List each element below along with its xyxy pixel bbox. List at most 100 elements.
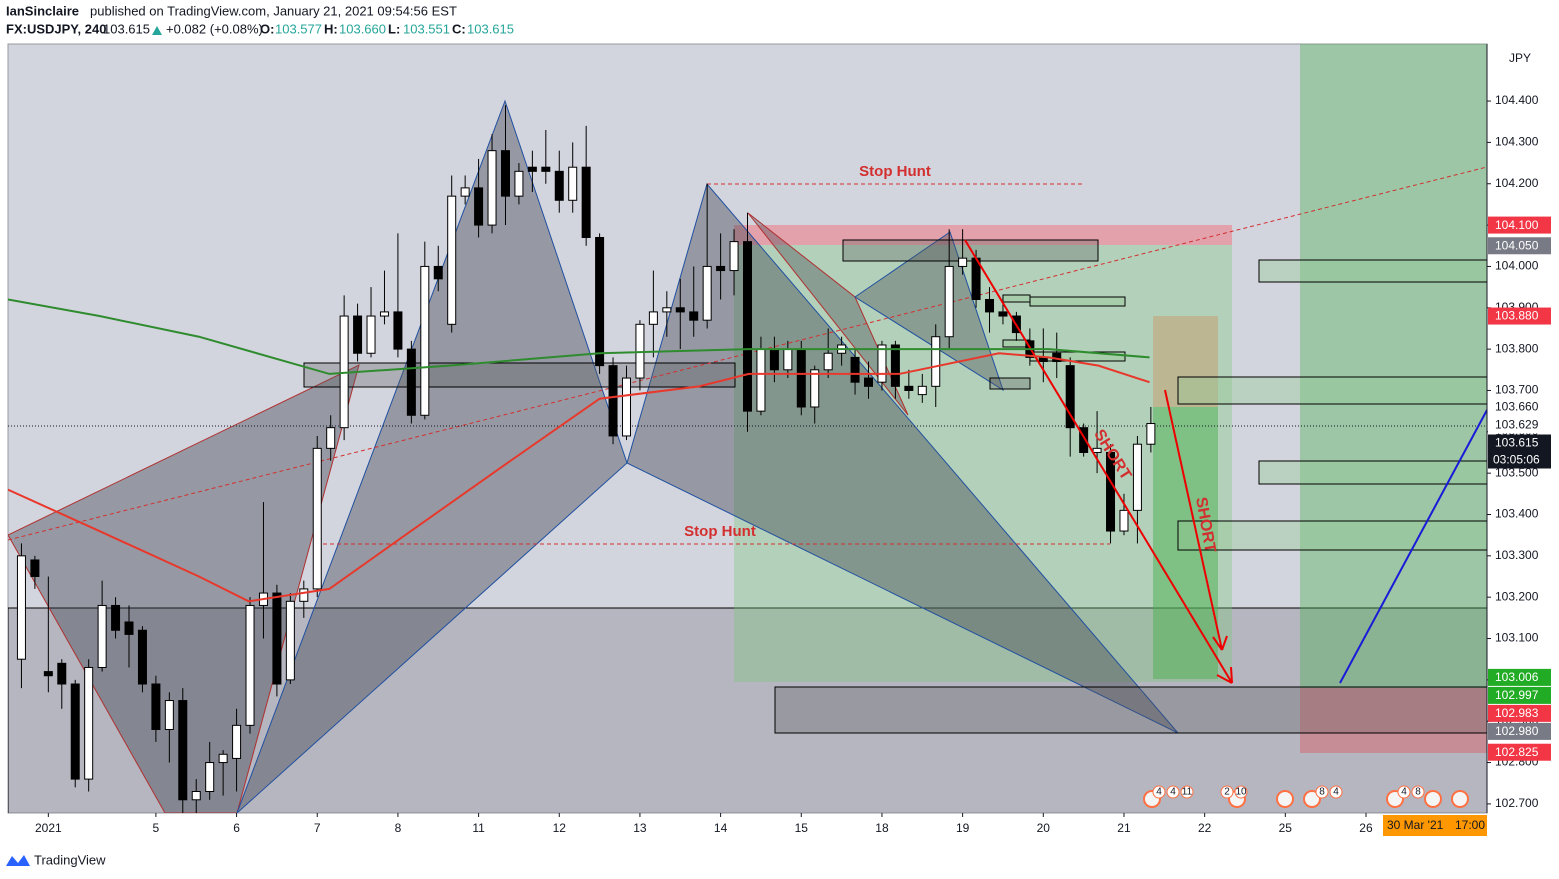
candle-body bbox=[917, 385, 927, 396]
short-arrow bbox=[1164, 389, 1228, 651]
candle-body bbox=[568, 166, 578, 201]
y-tick-label: 103.200 bbox=[1495, 589, 1539, 603]
zone bbox=[1029, 296, 1126, 307]
price-tag bbox=[1488, 398, 1551, 416]
event-badge bbox=[1397, 785, 1411, 799]
up-arrow bbox=[152, 26, 162, 35]
candle-body bbox=[743, 241, 752, 412]
price-tag-label: 102.983 bbox=[1495, 706, 1539, 720]
x-tick-label: 25 bbox=[1279, 821, 1293, 835]
change: +0.082 (+0.08%) bbox=[166, 21, 263, 36]
candle-body bbox=[1079, 427, 1089, 453]
event-badge bbox=[1166, 785, 1180, 799]
x-tick-label: 18 bbox=[875, 821, 889, 835]
annotation: Stop Hunt bbox=[859, 163, 931, 180]
harmonic-pattern bbox=[8, 364, 360, 813]
x-tick-label: 20 bbox=[1037, 821, 1051, 835]
candle-body bbox=[474, 187, 484, 226]
candle-body bbox=[312, 447, 322, 590]
short-profit bbox=[1153, 407, 1218, 679]
price-tag bbox=[1488, 722, 1551, 740]
candle-body bbox=[487, 150, 497, 226]
candle-body bbox=[514, 170, 524, 197]
ohlc-value: 103.577 bbox=[275, 21, 322, 36]
candle-body bbox=[447, 195, 457, 325]
price-tag-label: 104.100 bbox=[1495, 218, 1539, 232]
x-tick-label: 26 bbox=[1359, 821, 1373, 835]
event-label: 4 bbox=[1156, 787, 1162, 798]
candle-body bbox=[353, 315, 363, 354]
candle-body bbox=[595, 236, 605, 367]
event-label: 4 bbox=[1170, 787, 1176, 798]
candle-body bbox=[810, 369, 820, 408]
event-badge bbox=[1329, 785, 1343, 799]
y-tick-label: 104.300 bbox=[1495, 135, 1539, 149]
candle-body bbox=[30, 559, 40, 578]
y-tick-label: 103.400 bbox=[1495, 507, 1539, 521]
candle-body bbox=[245, 604, 255, 726]
candle-body bbox=[285, 600, 295, 681]
ohlc: O: 103.577 H: 103.660 L: 103.551 C: 103.615 bbox=[260, 21, 514, 36]
price-tag bbox=[1488, 434, 1551, 452]
candle-body bbox=[675, 307, 685, 313]
x-tick-label: 19 bbox=[956, 821, 970, 835]
candle-body bbox=[581, 166, 591, 238]
x-tick-label: 11 bbox=[472, 821, 485, 835]
candle-body bbox=[420, 265, 430, 416]
x-tick-label: 14 bbox=[714, 821, 728, 835]
event-badge bbox=[1180, 785, 1194, 799]
price-tag bbox=[1488, 743, 1551, 761]
candle-body bbox=[998, 311, 1008, 317]
event-badge bbox=[1152, 785, 1166, 799]
candle-body bbox=[84, 666, 94, 780]
candle-body bbox=[850, 356, 860, 383]
event-label: 2 bbox=[1224, 787, 1230, 798]
candle-body bbox=[16, 555, 26, 660]
countdown: 03:05:06 bbox=[1493, 453, 1540, 467]
candle-body bbox=[621, 377, 631, 437]
x-tick-label: 2021 bbox=[35, 821, 62, 835]
event-label: 8 bbox=[1319, 787, 1325, 798]
zone bbox=[303, 362, 736, 388]
price-tag-label: 104.050 bbox=[1495, 238, 1539, 252]
event-label: 4 bbox=[1401, 787, 1407, 798]
candle-body bbox=[379, 311, 389, 317]
candle-body bbox=[191, 791, 201, 801]
zone bbox=[1177, 520, 1487, 551]
candle-body bbox=[985, 299, 995, 313]
event-badge bbox=[1220, 785, 1234, 799]
candle-body bbox=[662, 307, 672, 313]
candle-body bbox=[769, 348, 779, 371]
candle-body bbox=[178, 700, 188, 801]
short-stop bbox=[1153, 316, 1218, 407]
candle-body bbox=[406, 348, 416, 416]
candle-body bbox=[702, 265, 712, 321]
y-tick-label: 103.300 bbox=[1495, 548, 1539, 562]
y-tick-label: 102.700 bbox=[1495, 796, 1539, 810]
publisher: IanSinclaire bbox=[6, 3, 79, 18]
x-tick-label: 21 bbox=[1117, 821, 1131, 835]
price-tag-label: 102.997 bbox=[1495, 688, 1539, 702]
price-tag-label: 102.825 bbox=[1495, 745, 1539, 759]
event-label: 11 bbox=[1182, 787, 1193, 798]
trend-line bbox=[8, 166, 1487, 541]
candle-body bbox=[366, 315, 376, 354]
candle-body bbox=[433, 265, 443, 280]
x-tick-label: 7 bbox=[314, 821, 321, 835]
currency: JPY bbox=[1509, 51, 1531, 65]
zone bbox=[1258, 259, 1487, 283]
y-tick-label: 104.000 bbox=[1495, 259, 1539, 273]
published: published on TradingView.com, January 21… bbox=[90, 3, 457, 18]
crosshair-date: 30 Mar '21 bbox=[1387, 818, 1444, 832]
candle-body bbox=[393, 311, 403, 350]
long-stop bbox=[1300, 688, 1487, 753]
candle-body bbox=[1119, 509, 1129, 532]
x-tick-label: 22 bbox=[1198, 821, 1212, 835]
logo bbox=[6, 855, 30, 866]
x-tick-label: 12 bbox=[553, 821, 567, 835]
candle-body bbox=[299, 588, 309, 602]
candle-body bbox=[137, 629, 147, 685]
event-badge bbox=[1315, 785, 1329, 799]
event-badge bbox=[1411, 785, 1425, 799]
ohlc-value: 103.551 bbox=[403, 21, 450, 36]
